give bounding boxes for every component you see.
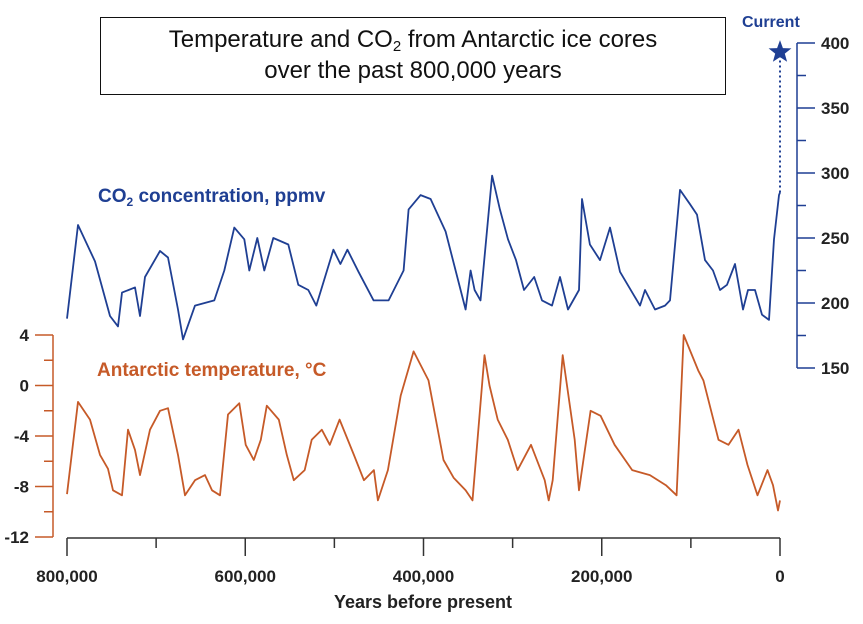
chart-title-line-1: Temperature and CO2 from Antarctic ice c… [168, 26, 658, 55]
chart-title-box: Temperature and CO2 from Antarctic ice c… [100, 17, 726, 95]
co2-series-label: CO2 concentration, ppmv [98, 186, 326, 209]
x-tick-label: 600,000 [215, 567, 276, 586]
co2-tick-label: 250 [821, 229, 849, 248]
x-tick-label: 400,000 [393, 567, 454, 586]
temperature-tick-label: -4 [14, 427, 30, 446]
co2-tick-label: 150 [821, 359, 849, 378]
current-star-icon [768, 40, 792, 62]
x-axis-title: Years before present [334, 592, 512, 612]
co2-tick-label: 300 [821, 164, 849, 183]
co2-series-line [66, 174, 781, 341]
current-annotation-label: Current [742, 14, 800, 31]
temperature-series-label: Antarctic temperature, °C [97, 360, 327, 381]
temperature-tick-label: 4 [20, 326, 30, 345]
x-tick-label: 800,000 [36, 567, 97, 586]
title-subscript: 2 [392, 38, 402, 55]
x-tick-label: 0 [775, 567, 784, 586]
temperature-tick-label: -12 [4, 528, 29, 547]
temperature-tick-label: -8 [14, 478, 29, 497]
temperature-tick-label: 0 [20, 377, 29, 396]
x-tick-label: 200,000 [571, 567, 632, 586]
co2-tick-label: 400 [821, 34, 849, 53]
co2-tick-label: 200 [821, 294, 849, 313]
chart-title-line-2: over the past 800,000 years [264, 57, 562, 84]
temperature-series-line [66, 334, 781, 512]
co2-tick-label: 350 [821, 99, 849, 118]
